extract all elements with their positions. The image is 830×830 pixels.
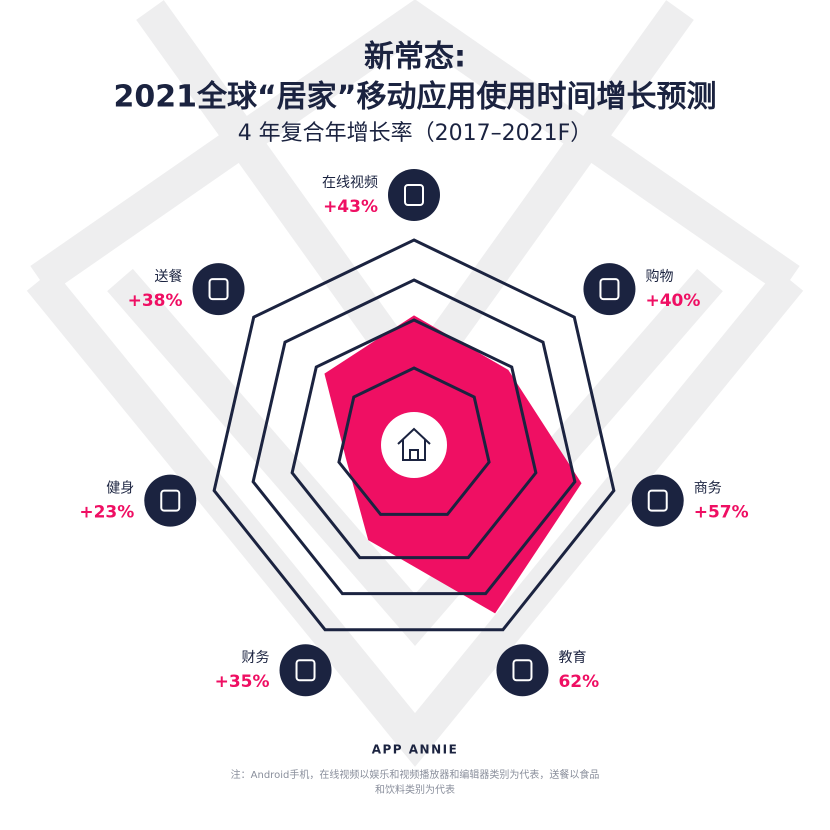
- value-label: +38%: [128, 291, 183, 311]
- category-label: 商务: [694, 481, 722, 497]
- category-icon: [192, 263, 245, 316]
- center-circle: [381, 412, 447, 478]
- icon-glyph: [404, 184, 424, 206]
- value-label: +35%: [215, 672, 270, 692]
- chart-title: 新常态:: [364, 40, 466, 75]
- category-icon: [144, 474, 197, 527]
- icon-glyph: [295, 659, 316, 682]
- plot-area: 在线视频 +43% 购物 +40% 商务 +57% 教育 62% 财务 +35% 健身 +23% 送餐 +…: [79, 169, 749, 697]
- category-label: 财务: [242, 650, 270, 666]
- footnote: 和饮料类别为代表: [375, 783, 455, 796]
- source: APP ANNIE: [372, 743, 459, 757]
- ring: [290, 318, 538, 560]
- icon-glyph: [599, 278, 620, 301]
- category-label: 送餐: [155, 269, 183, 285]
- value-label: 62%: [558, 672, 599, 692]
- category-icon: [583, 263, 636, 316]
- icon-glyph: [512, 659, 533, 682]
- category-icon: [631, 474, 684, 527]
- footnote: 注：Android手机，在线视频以娱乐和视频播放器和编辑器类别为代表，送餐以食品: [231, 768, 600, 781]
- category-label: 健身: [106, 481, 134, 497]
- ring: [337, 366, 491, 516]
- category-icon: [279, 644, 332, 697]
- icon-glyph: [208, 278, 229, 301]
- category-label: 教育: [558, 650, 586, 666]
- icon-glyph: [160, 489, 181, 512]
- category-icon: [496, 644, 549, 697]
- value-label: +23%: [79, 503, 134, 523]
- category-label: 在线视频: [322, 175, 378, 191]
- category-label: 购物: [645, 269, 673, 285]
- value-label: +40%: [645, 291, 700, 311]
- value-label: +57%: [694, 503, 749, 523]
- home-icon: [397, 427, 431, 461]
- ring: [251, 278, 577, 596]
- chart-title-line2: 2021全球“居家”移动应用使用时间增长预测: [114, 80, 717, 115]
- value-label: +43%: [323, 197, 378, 217]
- chart-subtitle: 4 年复合年增长率（2017–2021F）: [238, 121, 593, 146]
- icon-glyph: [647, 489, 668, 512]
- category-icon: [388, 169, 440, 221]
- ring: [212, 238, 616, 632]
